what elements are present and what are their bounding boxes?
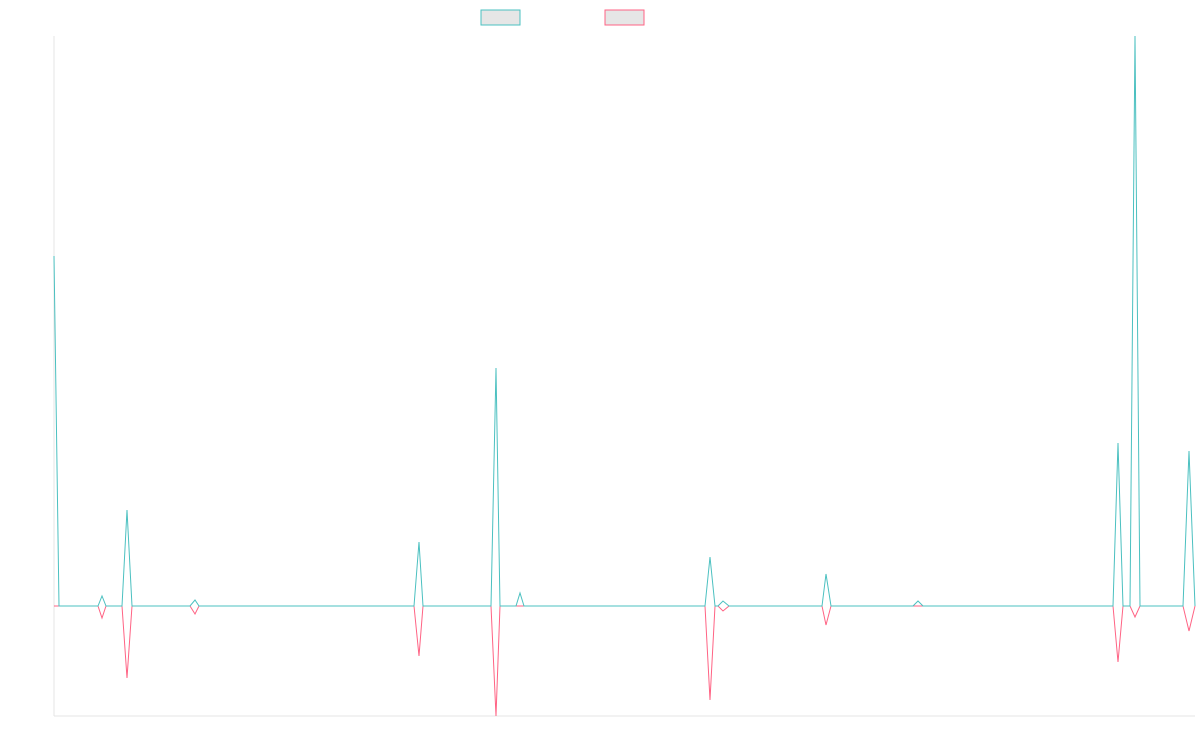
series-line-2 — [54, 605, 1196, 717]
legend-swatch-2 — [604, 9, 645, 26]
chart-axes — [53, 36, 1195, 717]
plot-area — [53, 35, 1196, 717]
chart-legend — [480, 9, 645, 26]
series-line-1 — [53, 35, 1196, 607]
legend-swatch-1 — [480, 9, 521, 26]
